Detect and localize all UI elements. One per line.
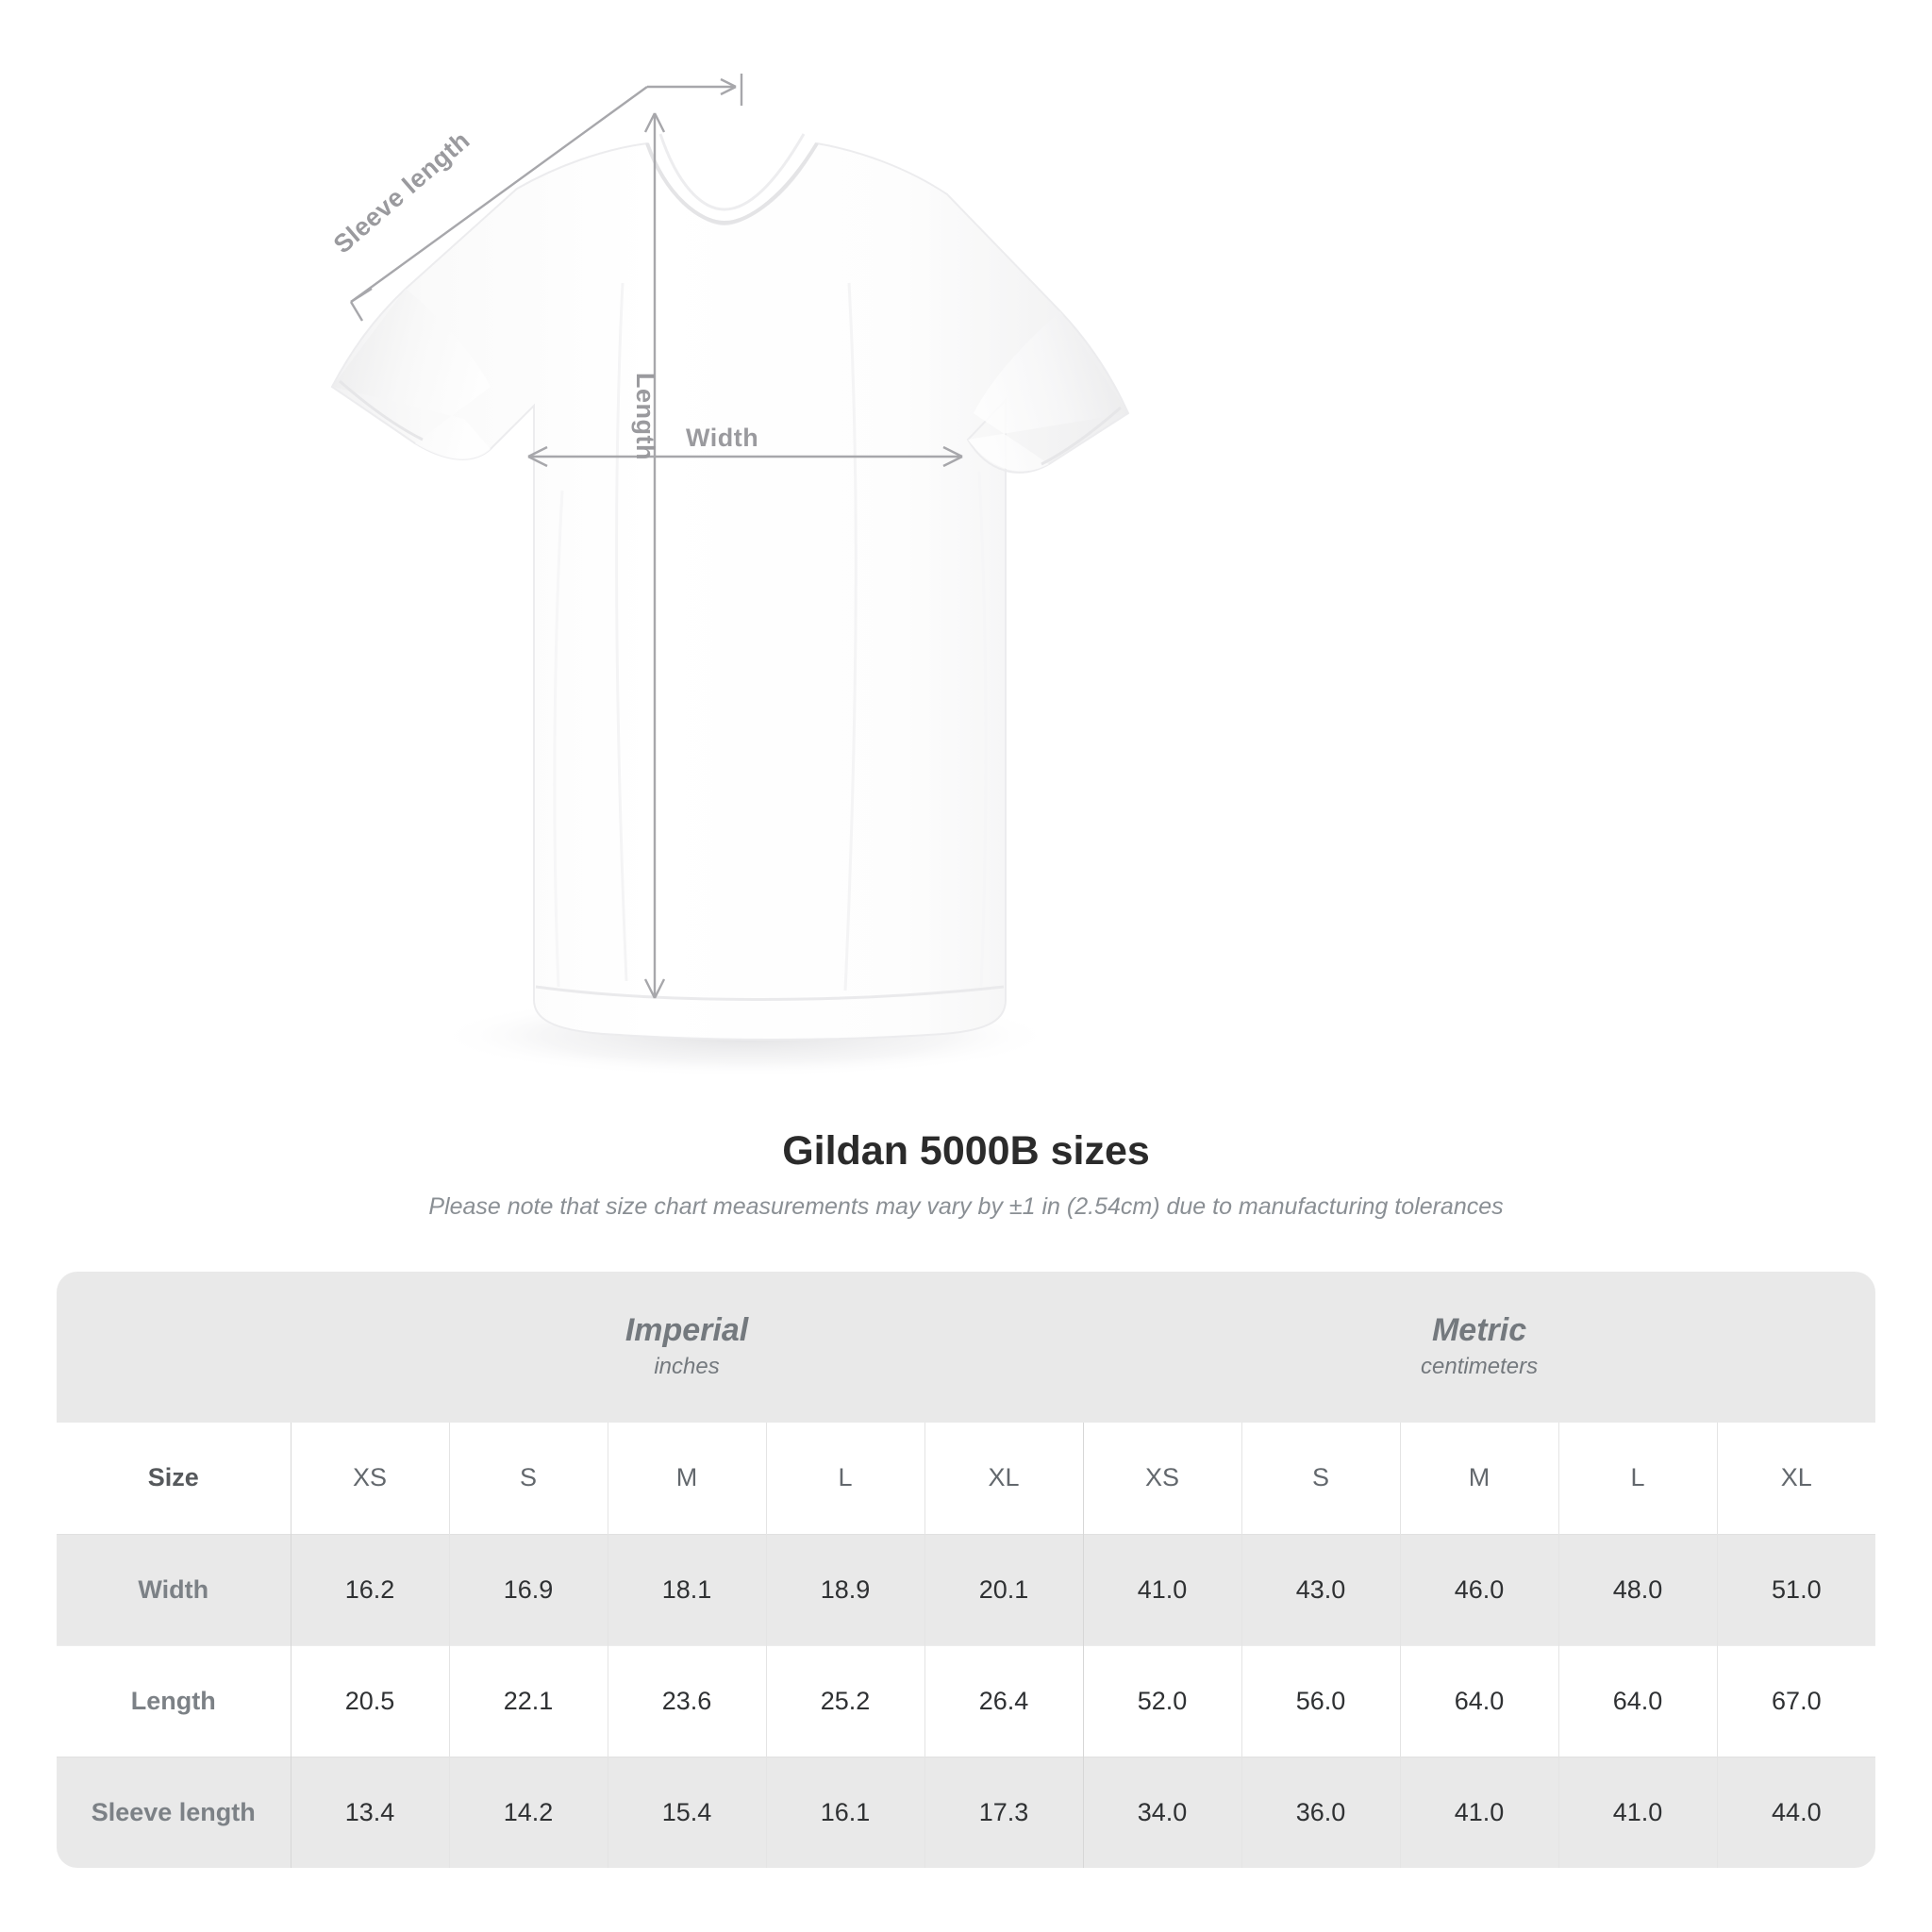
unit-group-imperial-sub: inches <box>654 1353 720 1379</box>
cell-width-metric-xs: 41.0 <box>1083 1533 1242 1645</box>
cell-length-metric-l: 64.0 <box>1558 1644 1718 1757</box>
size-chart-table: Imperial inches Metric centimeters Size … <box>57 1272 1876 1868</box>
unit-group-metric: Metric centimeters <box>1083 1272 1876 1423</box>
row-label-length: Length <box>57 1644 291 1757</box>
cell-length-imperial-l: 25.2 <box>766 1644 925 1757</box>
header-col-metric-m: M <box>1400 1423 1559 1534</box>
size-table-container: Imperial inches Metric centimeters Size … <box>57 1272 1876 1868</box>
cell-width-imperial-s: 16.9 <box>449 1533 608 1645</box>
header-col-metric-s: S <box>1241 1423 1401 1534</box>
cell-sleeve-imperial-m: 15.4 <box>608 1756 767 1868</box>
header-col-imperial-xl: XL <box>924 1423 1084 1534</box>
header-col-imperial-m: M <box>608 1423 767 1534</box>
tshirt-diagram: Sleeve length Length Width <box>327 74 1130 1077</box>
cell-sleeve-imperial-xl: 17.3 <box>924 1756 1084 1868</box>
cell-sleeve-metric-l: 41.0 <box>1558 1756 1718 1868</box>
cell-width-imperial-m: 18.1 <box>608 1533 767 1645</box>
tolerance-note: Please note that size chart measurements… <box>428 1193 1504 1220</box>
cell-sleeve-metric-xs: 34.0 <box>1083 1756 1242 1868</box>
measurement-guides <box>349 74 963 999</box>
cell-sleeve-metric-m: 41.0 <box>1400 1756 1559 1868</box>
unit-group-header-row: Imperial inches Metric centimeters <box>57 1272 1876 1423</box>
unit-header-spacer <box>57 1272 291 1423</box>
cell-width-metric-l: 48.0 <box>1558 1533 1718 1645</box>
row-label-width: Width <box>57 1533 291 1645</box>
page-title: Gildan 5000B sizes <box>782 1128 1150 1174</box>
header-col-metric-l: L <box>1558 1423 1718 1534</box>
cell-width-metric-xl: 51.0 <box>1717 1533 1876 1645</box>
cell-length-imperial-m: 23.6 <box>608 1644 767 1757</box>
unit-group-metric-name: Metric <box>1431 1312 1527 1349</box>
header-col-imperial-xs: XS <box>291 1423 450 1534</box>
cell-width-metric-m: 46.0 <box>1400 1533 1559 1645</box>
cell-length-metric-m: 64.0 <box>1400 1644 1559 1757</box>
cell-sleeve-metric-xl: 44.0 <box>1717 1756 1876 1868</box>
cell-sleeve-metric-s: 36.0 <box>1241 1756 1401 1868</box>
cell-length-metric-xl: 67.0 <box>1717 1644 1876 1757</box>
cell-sleeve-imperial-s: 14.2 <box>449 1756 608 1868</box>
table-row: Width 16.2 16.9 18.1 18.9 20.1 41.0 43.0… <box>57 1533 1876 1645</box>
tshirt-illustration-svg <box>330 74 1130 1077</box>
cell-sleeve-imperial-xs: 13.4 <box>291 1756 450 1868</box>
shirt-shape <box>330 133 1130 1041</box>
table-row: Sleeve length 13.4 14.2 15.4 16.1 17.3 3… <box>57 1756 1876 1868</box>
header-col-imperial-s: S <box>449 1423 608 1534</box>
cell-width-imperial-l: 18.9 <box>766 1533 925 1645</box>
unit-group-metric-sub: centimeters <box>1421 1353 1539 1379</box>
width-dimension-label: Width <box>686 424 759 452</box>
cell-length-imperial-s: 22.1 <box>449 1644 608 1757</box>
cell-width-metric-s: 43.0 <box>1241 1533 1401 1645</box>
header-col-metric-xl: XL <box>1717 1423 1876 1534</box>
header-col-imperial-l: L <box>766 1423 925 1534</box>
title-block: Gildan 5000B sizes Please note that size… <box>0 1128 1932 1221</box>
cell-length-metric-xs: 52.0 <box>1083 1644 1242 1757</box>
cell-length-imperial-xs: 20.5 <box>291 1644 450 1757</box>
header-size-label: Size <box>57 1423 291 1534</box>
cell-width-imperial-xl: 20.1 <box>924 1533 1084 1645</box>
cell-length-imperial-xl: 26.4 <box>924 1644 1084 1757</box>
unit-group-imperial-name: Imperial <box>625 1312 749 1349</box>
table-row: Length 20.5 22.1 23.6 25.2 26.4 52.0 56.… <box>57 1644 1876 1757</box>
unit-group-imperial: Imperial inches <box>291 1272 1084 1423</box>
cell-sleeve-imperial-l: 16.1 <box>766 1756 925 1868</box>
header-col-metric-xs: XS <box>1083 1423 1242 1534</box>
row-label-sleeve-length: Sleeve length <box>57 1756 291 1868</box>
length-dimension-label: Length <box>631 373 659 460</box>
cell-length-metric-s: 56.0 <box>1241 1644 1401 1757</box>
size-header-row: Size XS S M L XL XS S M L XL <box>57 1423 1876 1534</box>
cell-width-imperial-xs: 16.2 <box>291 1533 450 1645</box>
